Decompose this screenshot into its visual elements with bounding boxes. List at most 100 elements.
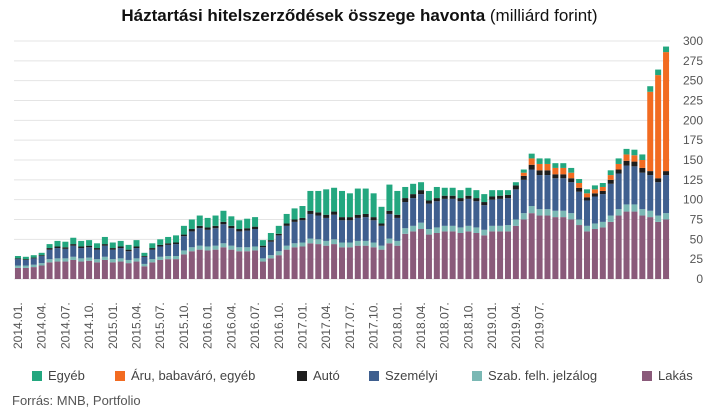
bar-segment (552, 174, 559, 179)
bar-segment (639, 160, 646, 168)
bar-segment (425, 203, 432, 230)
bar-segment (552, 217, 559, 279)
bar-segment (22, 259, 29, 266)
bar-segment (520, 169, 527, 173)
bar-segment (370, 242, 377, 248)
bar-segment (402, 228, 409, 234)
bar-segment (378, 223, 385, 226)
bar-segment (275, 235, 282, 252)
y-tick-label: 25 (690, 252, 704, 266)
bar-segment (433, 227, 440, 233)
bar-segment (544, 158, 551, 164)
bar-segment (425, 200, 432, 204)
bar-segment (291, 221, 298, 244)
bar-segment (370, 217, 377, 221)
legend-label: Személyi (385, 368, 438, 383)
bar-segment (323, 214, 330, 218)
bar-segment (433, 198, 440, 202)
bar-segment (528, 153, 535, 159)
bar-segment (38, 255, 45, 256)
x-tick-label: 2016.07. (248, 302, 262, 349)
bar-segment (481, 202, 488, 206)
bar-segment (639, 167, 646, 173)
legend-item-egyeb: Egyéb (32, 368, 85, 383)
bar-segment (354, 188, 361, 215)
source-note: Forrás: MNB, Portfolio (12, 393, 141, 408)
bar-segment (655, 69, 662, 76)
bar-segment (544, 170, 551, 176)
bar-segment (228, 245, 235, 250)
bar-segment (141, 263, 148, 267)
bar-segment (252, 217, 259, 227)
chart-title-bold: Háztartási hitelszerződések összege havo… (121, 6, 486, 25)
bar-segment (410, 225, 417, 232)
chart-title-unit: (milliárd forint) (489, 6, 598, 25)
legend-item-szemelyi: Személyi (369, 368, 438, 383)
bar-segment (54, 261, 61, 279)
bar-segment (283, 245, 290, 250)
bar-segment (173, 242, 180, 245)
bar-segment (133, 248, 140, 259)
bar-segment (528, 213, 535, 279)
bar-segment (607, 221, 614, 279)
bar-segment (299, 246, 306, 279)
bar-segment (315, 244, 322, 279)
bar-segment (70, 256, 77, 260)
bar-segment (46, 244, 53, 249)
y-tick-label: 300 (683, 34, 703, 48)
bar-segment (623, 148, 630, 155)
bar-segment (465, 198, 472, 226)
bar-segment (180, 234, 187, 237)
bar-segment (93, 249, 100, 260)
bar-segment (331, 244, 338, 279)
bar-segment (473, 227, 480, 233)
bar-segment (410, 198, 417, 226)
legend-item-aru: Áru, babaváró, egyéb (115, 368, 255, 383)
bar-segment (441, 198, 448, 226)
bar-segment (267, 232, 274, 241)
bar-segment (117, 261, 124, 279)
bar-segment (647, 86, 654, 92)
bar-segment (584, 189, 591, 194)
bar-segment (647, 91, 654, 172)
bar-segment (338, 217, 346, 221)
bar-segment (663, 219, 670, 279)
bar-segment (141, 256, 148, 264)
bar-segment (149, 248, 156, 250)
legend-label: Szab. felh. jelzálog (488, 368, 598, 383)
bar-segment (370, 193, 377, 218)
y-tick-label: 275 (683, 54, 703, 68)
bar-segment (236, 220, 243, 230)
bar-segment (244, 218, 251, 229)
bar-segment (133, 261, 140, 279)
bar-segment (62, 241, 69, 248)
bar-segment (584, 231, 591, 279)
bar-segment (663, 46, 670, 53)
bar-segment (54, 240, 61, 247)
bar-segment (402, 233, 409, 279)
bar-segment (552, 178, 559, 211)
bar-segment (663, 171, 670, 176)
bar-segment (331, 187, 338, 212)
bar-segment (536, 158, 543, 164)
bar-segment (331, 239, 338, 245)
bar-segment (584, 200, 591, 226)
bar-segment (267, 258, 274, 279)
x-tick-label: 2015.10. (177, 302, 191, 349)
bar-segment (323, 240, 330, 246)
bar-segment (449, 187, 456, 196)
x-tick-label: 2016.10. (272, 302, 286, 349)
bar-segment (62, 261, 69, 279)
bar-segment (520, 213, 527, 220)
bar-segment (663, 213, 670, 220)
bar-segment (584, 193, 591, 198)
bar-segment (433, 232, 440, 279)
bar-segment (220, 221, 227, 225)
bar-segment (173, 255, 180, 260)
bar-segment (228, 216, 235, 226)
x-tick-label: 2018.04. (414, 302, 428, 349)
bar-segment (560, 167, 567, 175)
bar-segment (141, 255, 148, 257)
bar-segment (362, 217, 369, 241)
